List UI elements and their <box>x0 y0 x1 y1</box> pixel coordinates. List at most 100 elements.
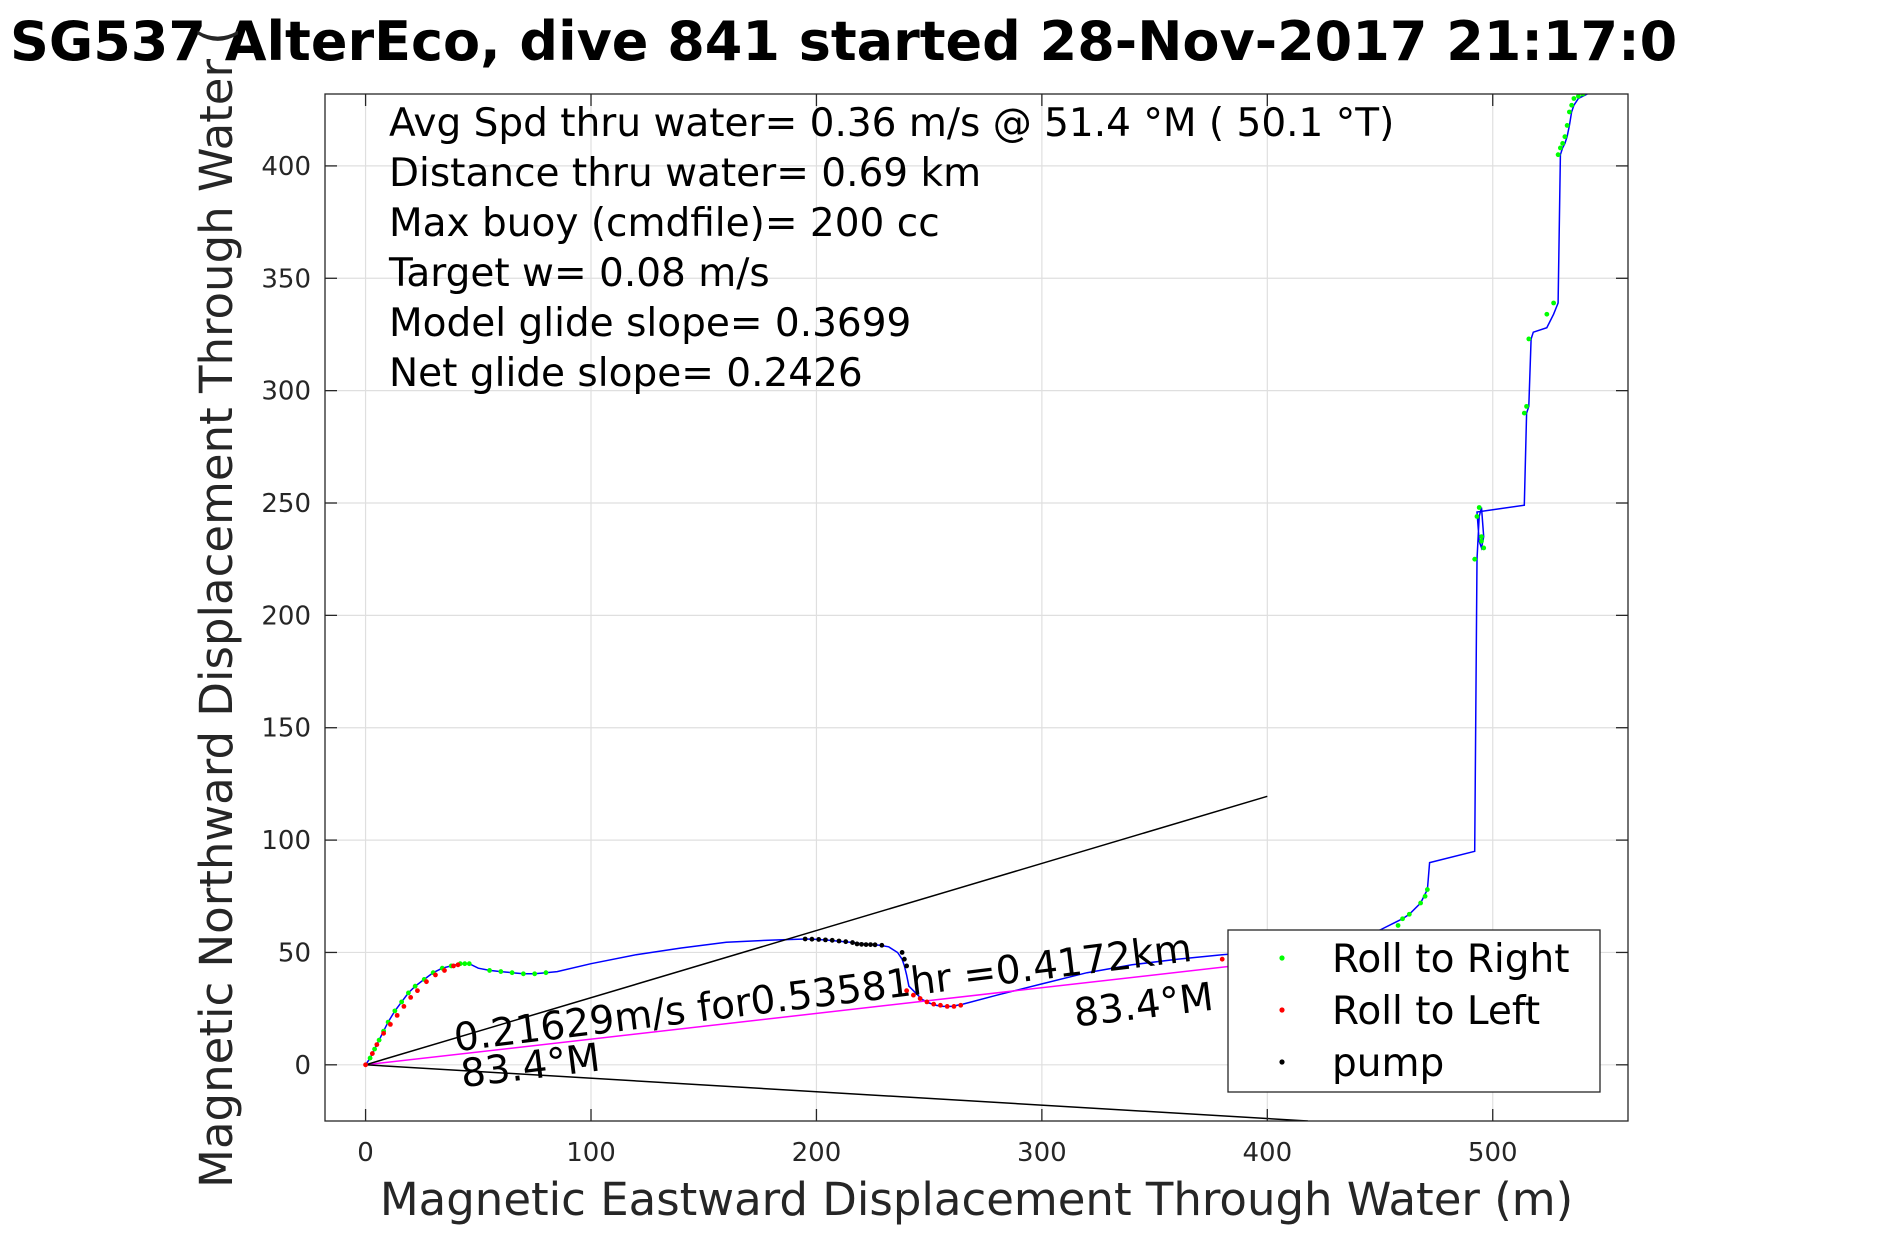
point-roll-to-right <box>1569 102 1575 108</box>
point-pump <box>823 937 828 943</box>
point-roll-to-right <box>1474 514 1480 519</box>
point-roll-to-right <box>520 971 526 977</box>
point-roll-to-right <box>1481 545 1487 551</box>
legend-label-roll-to-left: Roll to Left <box>1332 989 1540 1034</box>
point-roll-to-left <box>408 995 414 1000</box>
point-roll-to-right <box>372 1046 377 1052</box>
y-tick-label: 50 <box>278 938 311 968</box>
point-roll-to-right <box>498 969 504 974</box>
point-roll-to-left <box>451 963 456 969</box>
info-line: Net glide slope= 0.2426 <box>389 351 863 396</box>
legend-label-pump: pump <box>1332 1041 1444 1086</box>
x-tick-label: 200 <box>792 1138 842 1168</box>
point-roll-to-left <box>433 972 438 978</box>
point-roll-to-right <box>399 999 405 1005</box>
point-roll-to-right <box>1422 893 1428 899</box>
point-roll-to-right <box>462 961 468 967</box>
line-net <box>365 956 1313 1066</box>
point-roll-to-left <box>442 968 447 973</box>
point-roll-to-left <box>387 1021 393 1027</box>
info-line: Target w= 0.08 m/s <box>388 251 770 296</box>
point-roll-to-right <box>543 970 549 976</box>
point-pump <box>829 937 835 943</box>
point-pump <box>836 938 842 944</box>
point-roll-to-right <box>1564 123 1570 128</box>
point-roll-to-right <box>509 970 515 976</box>
point-roll-to-right <box>1526 336 1532 342</box>
point-roll-to-left <box>363 1062 368 1068</box>
point-roll-to-right <box>1479 538 1484 544</box>
point-pump <box>809 936 815 942</box>
x-tick-label: 500 <box>1468 1138 1518 1168</box>
point-pump <box>850 940 855 945</box>
point-roll-to-right <box>1560 141 1566 146</box>
y-tick-label: 150 <box>261 714 311 744</box>
legend-marker-roll-to-left <box>1279 1007 1285 1013</box>
x-axis-label: Magnetic Eastward Displacement Through W… <box>380 1173 1573 1226</box>
point-roll-to-right <box>1476 505 1482 510</box>
point-roll-to-left <box>369 1051 375 1056</box>
point-roll-to-left <box>951 1003 957 1009</box>
x-tick-label: 400 <box>1242 1138 1292 1168</box>
legend-marker-roll-to-right <box>1279 955 1285 961</box>
point-roll-to-right <box>1521 410 1527 416</box>
line-upper-bound <box>365 795 1268 1066</box>
y-tick-label: 250 <box>261 489 311 519</box>
point-roll-to-left <box>904 988 910 994</box>
point-pump <box>854 941 860 947</box>
y-tick-label: 400 <box>261 152 311 182</box>
point-roll-to-left <box>394 1012 400 1018</box>
point-roll-to-right <box>466 961 472 967</box>
point-roll-to-right <box>1557 145 1563 151</box>
point-roll-to-right <box>1571 96 1577 101</box>
legend-box <box>1227 929 1601 1093</box>
x-tick-label: 100 <box>566 1138 616 1168</box>
point-roll-to-left <box>455 962 461 968</box>
point-roll-to-left <box>917 996 923 1001</box>
info-line: Distance thru water= 0.69 km <box>389 151 981 196</box>
point-pump <box>901 956 907 962</box>
point-roll-to-left <box>374 1042 380 1047</box>
point-roll-to-right <box>1395 923 1401 928</box>
point-pump <box>859 941 864 947</box>
point-roll-to-right <box>1566 109 1572 115</box>
point-roll-to-right <box>487 968 492 973</box>
info-line: Max buoy (cmdfile)= 200 cc <box>389 201 940 246</box>
point-pump <box>843 939 849 945</box>
y-tick-label: 100 <box>261 826 311 856</box>
point-roll-to-left <box>381 1030 387 1036</box>
point-roll-to-right <box>1544 311 1550 317</box>
point-roll-to-right <box>532 971 538 977</box>
point-roll-to-left <box>931 1001 937 1007</box>
axes-frame <box>324 93 1629 1122</box>
point-roll-to-left <box>415 988 420 994</box>
legend-label-roll-to-right: Roll to Right <box>1332 937 1570 982</box>
point-roll-to-right <box>1406 911 1412 917</box>
point-pump <box>802 936 808 942</box>
axis-ticks: 0 100 200 300 400 500 0 50 100 150 200 250 300 350 400 <box>261 94 1628 1168</box>
point-roll-to-right <box>412 983 418 989</box>
x-tick-label: 0 <box>357 1138 374 1168</box>
point-roll-to-left <box>401 1003 407 1009</box>
y-tick-label: 0 <box>294 1051 311 1081</box>
info-text-block: Avg Spd thru water= 0.36 m/s @ 51.4 °M (… <box>388 101 1394 396</box>
chart-title: SG537 AlterEco, dive 841 started 28-Nov-… <box>10 10 1677 73</box>
point-roll-to-right <box>406 990 411 996</box>
point-roll-to-right <box>1562 134 1568 140</box>
point-roll-to-right <box>1479 534 1484 540</box>
point-pump <box>899 950 905 955</box>
point-roll-to-right <box>1472 556 1478 562</box>
point-pump <box>904 963 910 969</box>
point-pump <box>872 942 878 948</box>
point-roll-to-left <box>424 979 429 985</box>
point-roll-to-left <box>938 1002 943 1008</box>
y-tick-label: 350 <box>261 264 311 294</box>
point-roll-to-left <box>924 999 930 1005</box>
point-roll-to-right <box>376 1037 382 1043</box>
point-roll-to-right <box>1524 403 1529 409</box>
point-roll-to-left <box>958 1002 964 1008</box>
point-roll-to-right <box>367 1055 373 1061</box>
point-roll-to-right <box>1551 300 1557 306</box>
point-roll-to-right <box>1424 887 1430 892</box>
